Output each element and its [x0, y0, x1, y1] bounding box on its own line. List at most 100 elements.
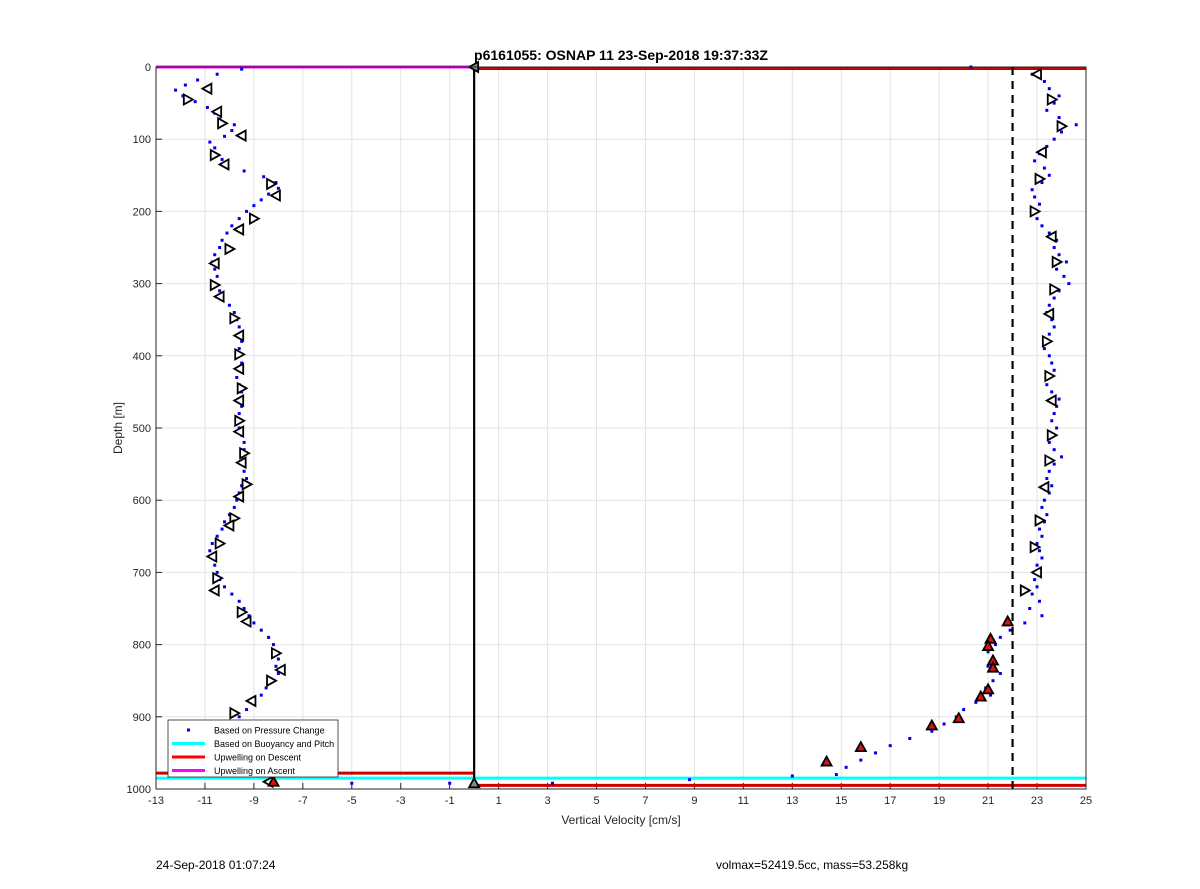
descent-pressure-point: [1047, 354, 1051, 358]
ascent-pressure-point: [245, 477, 249, 481]
descent-pressure-point: [1047, 303, 1051, 307]
descent-pressure-point: [1055, 426, 1059, 430]
descent-marker: [1035, 145, 1047, 159]
ascent-marker: [234, 347, 247, 361]
ascent-marker: [222, 518, 235, 532]
ascent-marker: [271, 646, 283, 660]
descent-pressure-point: [1050, 419, 1054, 423]
ascent-pressure-point: [205, 105, 209, 109]
descent-marker: [1029, 204, 1042, 218]
descent-pressure-point: [1060, 455, 1064, 459]
descent-pressure-point: [1062, 274, 1066, 278]
ascent-pressure-point: [237, 715, 241, 719]
descent-pressure-point: [1057, 289, 1061, 293]
ascent-pressure-point: [259, 198, 263, 202]
ascent-pressure-point: [218, 289, 222, 293]
descent-pressure-point: [1045, 477, 1049, 481]
y-tick-label: 1000: [127, 784, 151, 796]
ascent-marker: [273, 663, 286, 677]
descent-pressure-point: [1023, 621, 1027, 625]
ascent-marker: [229, 706, 242, 720]
ascent-pressure-point: [215, 274, 219, 278]
ascent-marker: [207, 256, 220, 270]
descent-marker: [1051, 255, 1064, 269]
ascent-pressure-point: [252, 204, 256, 208]
ascent-pressure-point: [237, 347, 241, 351]
descent-pressure-point: [1038, 202, 1041, 206]
descent-pressure-point: [1052, 368, 1056, 372]
x-tick-label: 15: [835, 795, 847, 807]
ascent-pressure-point: [235, 498, 239, 502]
descent-marker-filled: [1001, 614, 1015, 627]
ascent-marker: [224, 242, 237, 256]
ascent-marker: [266, 674, 278, 688]
descent-marker: [1049, 282, 1062, 296]
descent-pressure-point: [998, 671, 1002, 675]
legend-label: Based on Pressure Change: [214, 726, 325, 736]
descent-marker-filled: [952, 711, 966, 724]
descent-marker-filled: [854, 740, 868, 753]
descent-pressure-point: [1055, 267, 1059, 271]
descent-marker-filled: [974, 689, 988, 702]
ascent-marker: [217, 116, 229, 130]
descent-pressure-point: [1033, 578, 1037, 582]
x-tick-label: 25: [1080, 795, 1092, 807]
descent-pressure-point: [1042, 79, 1046, 83]
descent-pressure-point: [998, 635, 1002, 639]
ascent-marker: [210, 105, 223, 119]
ascent-marker: [212, 290, 225, 304]
descent-pressure-point: [1047, 332, 1051, 336]
ascent-marker: [205, 549, 218, 564]
descent-pressure-point: [1038, 527, 1041, 531]
descent-pressure-point: [942, 722, 946, 726]
y-axis-label: Depth [m]: [111, 402, 125, 454]
descent-marker: [1044, 369, 1057, 383]
descent-pressure-point: [1057, 253, 1061, 257]
ascent-pressure-point: [230, 592, 234, 596]
y-tick-label: 200: [133, 206, 151, 218]
descent-marker-filled: [986, 660, 1000, 673]
descent-pressure-point: [1052, 448, 1056, 452]
descent-pressure-point: [1045, 383, 1049, 387]
descent-pressure-point: [1038, 549, 1041, 553]
ascent-pressure-point: [259, 628, 263, 632]
descent-pressure-point: [1052, 462, 1056, 466]
ascent-marker: [200, 82, 213, 96]
ascent-marker: [248, 212, 261, 226]
descent-pressure-point: [1057, 397, 1061, 401]
ascent-pressure-point: [230, 224, 234, 228]
descent-pressure-point: [1050, 484, 1054, 488]
descent-pressure-point: [1028, 607, 1032, 610]
ascent-pressure-point: [259, 693, 263, 697]
descent-marker-filled: [981, 639, 995, 651]
ascent-pressure-point: [196, 78, 200, 82]
ascent-pressure-point: [215, 570, 219, 574]
descent-pressure-point: [908, 736, 912, 740]
x-axis-label: Vertical Velocity [cm/s]: [561, 813, 680, 827]
descent-pressure-point: [844, 765, 848, 769]
bottom-zero-marker: [467, 776, 481, 789]
ascent-pressure-point: [237, 217, 241, 221]
x-tick-label: -3: [396, 795, 406, 807]
descent-pressure-point: [962, 708, 966, 712]
descent-pressure-point: [1040, 224, 1044, 228]
ascent-pressure-point: [225, 231, 229, 235]
descent-marker: [1042, 307, 1055, 321]
ascent-marker: [209, 148, 222, 162]
descent-pressure-point: [1047, 173, 1051, 177]
descent-pressure-point: [993, 643, 997, 647]
ascent-marker: [232, 490, 245, 504]
descent-pressure-point: [930, 729, 934, 733]
descent-pressure-point: [991, 679, 995, 683]
descent-pressure-point: [1052, 296, 1056, 300]
ascent-marker: [269, 188, 281, 203]
ascent-pressure-point: [230, 129, 234, 133]
ascent-pressure-point: [264, 686, 268, 690]
descent-pressure-point: [1047, 231, 1051, 235]
x-tick-label: -13: [148, 795, 164, 807]
y-tick-label: 800: [133, 640, 151, 652]
grid: [155, 66, 1087, 790]
x-tick-label: 13: [786, 795, 798, 807]
descent-pressure-point: [888, 744, 892, 748]
descent-marker: [1037, 480, 1050, 494]
